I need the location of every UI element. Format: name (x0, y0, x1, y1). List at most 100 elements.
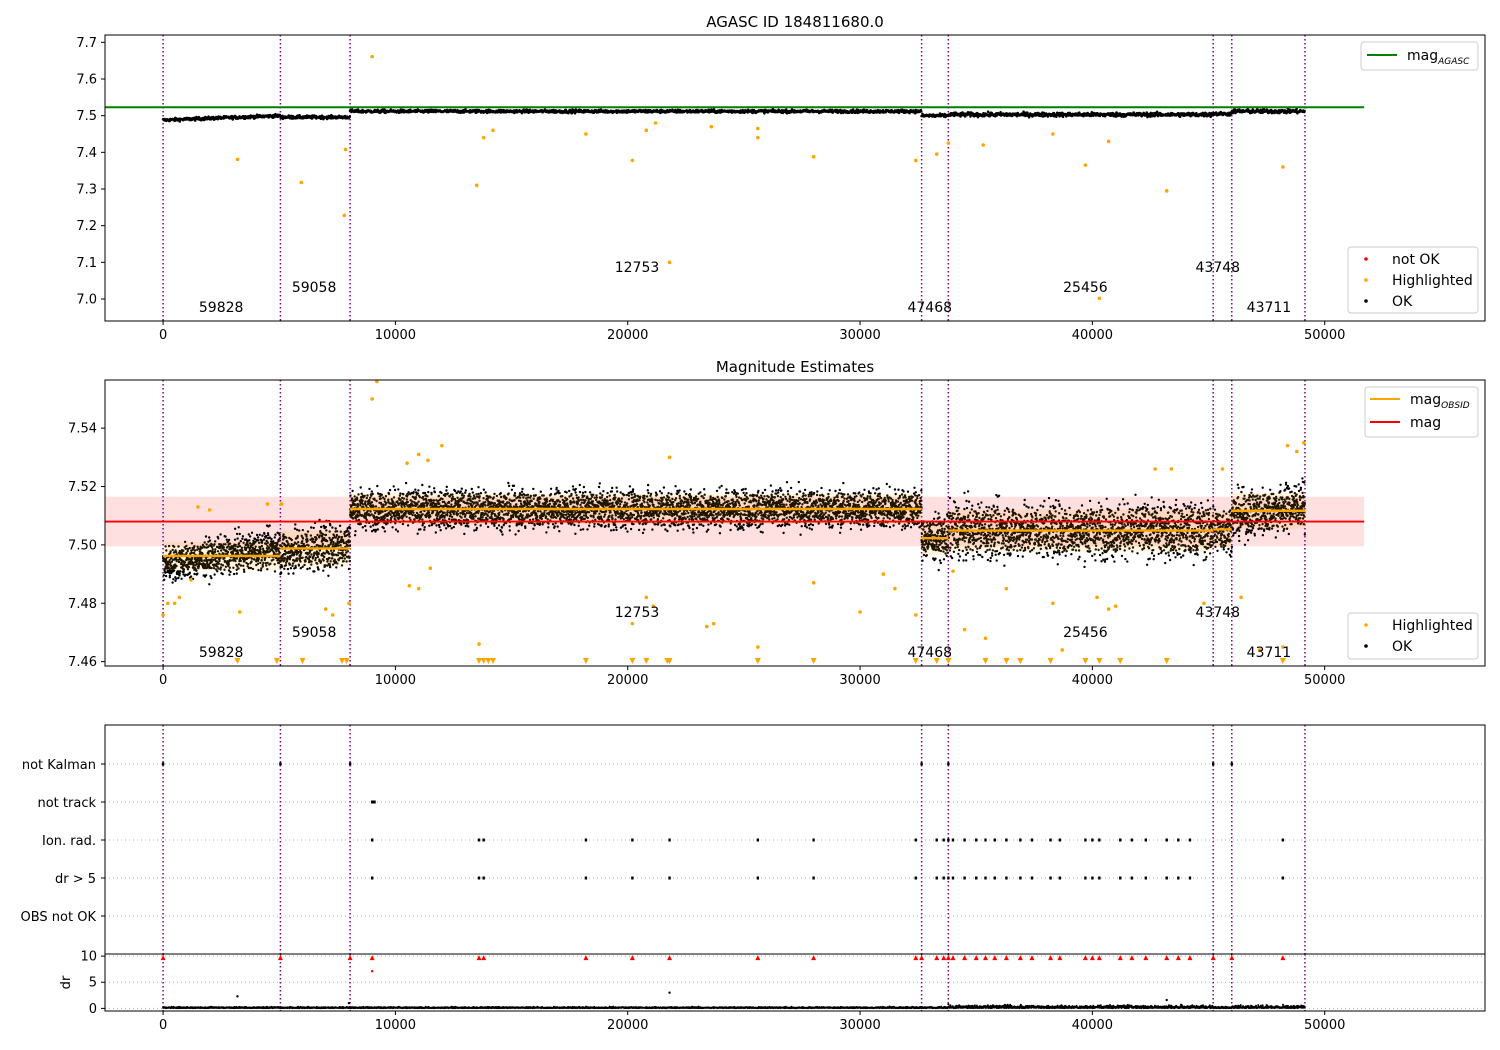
legend-status: not OK Highlighted OK (1347, 246, 1479, 314)
flag-mark (631, 838, 634, 842)
flag-mark (1119, 876, 1122, 880)
highlighted-point (811, 154, 816, 159)
x-tick-label: 20000 (607, 673, 648, 688)
flag-mark (1098, 838, 1101, 842)
highlighted-point (491, 128, 495, 133)
dr-clipped-marker (983, 955, 989, 961)
legend-label: OK (1392, 294, 1413, 310)
dr-clipped-marker (992, 955, 998, 961)
y-tick-label: 7.50 (68, 538, 97, 553)
flag-mark (963, 838, 966, 842)
highlighted-point (407, 583, 412, 588)
highlighted-point (279, 502, 284, 506)
highlighted-point (1051, 601, 1055, 606)
flag-mark (1019, 876, 1022, 880)
panel-plot-area (105, 380, 1365, 666)
highlighted-point (1281, 165, 1285, 169)
flag-mark (668, 838, 671, 842)
highlighted-point (983, 636, 988, 641)
y-tick-label: 7.48 (68, 597, 97, 612)
dr-clipped-marker (583, 955, 589, 961)
x-tick-label: 20000 (607, 1018, 648, 1033)
offscale-marker (489, 658, 496, 664)
highlighted-point (343, 147, 348, 152)
offscale-marker (299, 658, 306, 664)
highlighted-point (1083, 163, 1088, 167)
legend-point-swatch (1364, 644, 1368, 648)
dr-clipped-marker (667, 955, 673, 961)
offscale-marker (1003, 658, 1010, 664)
highlighted-point (1301, 440, 1306, 445)
x-tick-label: 50000 (1304, 1018, 1345, 1033)
highlighted-point (1004, 586, 1009, 591)
offscale-marker (982, 658, 989, 664)
highlighted-point (477, 642, 481, 646)
flag-mark (1005, 876, 1008, 880)
axes-frame (104, 34, 1486, 322)
dr-outlier-point (347, 1001, 351, 1005)
dr-clipped-marker (1210, 955, 1216, 961)
dr-axis-label: dr (59, 975, 74, 989)
flag-mark (1130, 876, 1134, 880)
highlighted-point (711, 621, 716, 626)
dr-clipped-marker (1096, 955, 1102, 961)
flag-category-label: dr > 5 (55, 872, 96, 887)
highlighted-point (644, 128, 649, 133)
flag-mark (975, 876, 978, 880)
flag-mark (477, 876, 481, 880)
dr-clipped-marker (1229, 955, 1235, 961)
flag-mark (914, 838, 918, 842)
offscale-marker (343, 658, 350, 664)
offscale-marker (1047, 658, 1054, 664)
highlighted-point (426, 458, 430, 463)
flag-mark (631, 876, 634, 880)
obsid-label: 47468 (907, 300, 952, 316)
dr-clipped-marker (950, 955, 956, 961)
highlighted-point (1106, 139, 1111, 144)
highlighted-point (265, 502, 270, 506)
dr-clipped-marker (1048, 955, 1054, 961)
highlighted-point (630, 621, 635, 626)
flag-mark (370, 876, 374, 880)
flag-mark (482, 838, 485, 842)
flag-mark (1230, 762, 1233, 766)
x-tick-label: 0 (159, 328, 167, 343)
highlighted-point (207, 508, 212, 512)
flag-mark (1005, 838, 1008, 842)
offscale-marker (480, 658, 487, 664)
flag-mark (942, 838, 945, 842)
flag-mark (947, 762, 950, 766)
flag-mark (951, 876, 955, 880)
flag-mark (1049, 838, 1052, 842)
highlighted-point (370, 397, 374, 401)
highlighted-point (709, 124, 714, 129)
flag-mark (1091, 876, 1094, 880)
dr-clipped-marker (1029, 955, 1035, 961)
x-tick-label: 40000 (1072, 1018, 1113, 1033)
dr-clipped-marker (347, 955, 353, 961)
x-tick-label: 10000 (375, 1018, 416, 1033)
flag-mark (1130, 838, 1134, 842)
obsid-label: 12753 (615, 260, 660, 276)
x-tick-label: 40000 (1072, 328, 1113, 343)
flag-mark (1281, 876, 1285, 880)
legend-mag-agasc: magAGASC (1360, 41, 1479, 71)
highlighted-point (347, 601, 351, 606)
highlighted-point (1113, 604, 1118, 608)
x-tick-label: 10000 (375, 328, 416, 343)
highlighted-point (405, 461, 409, 465)
flag-mark (1188, 876, 1192, 880)
highlighted-point (235, 157, 240, 162)
flag-mark (993, 838, 996, 842)
panel-title: Magnitude Estimates (716, 358, 874, 376)
legend-point-swatch (1364, 299, 1368, 303)
offscale-marker (810, 658, 817, 664)
legend-point-swatch (1364, 623, 1368, 627)
highlighted-point (342, 213, 347, 218)
legend-box (1347, 612, 1479, 660)
obsid-label: 25456 (1063, 625, 1108, 641)
offscale-marker (338, 658, 345, 664)
highlighted-point (756, 126, 760, 131)
offscale-marker (1096, 658, 1103, 664)
flag-mark (1098, 876, 1101, 880)
